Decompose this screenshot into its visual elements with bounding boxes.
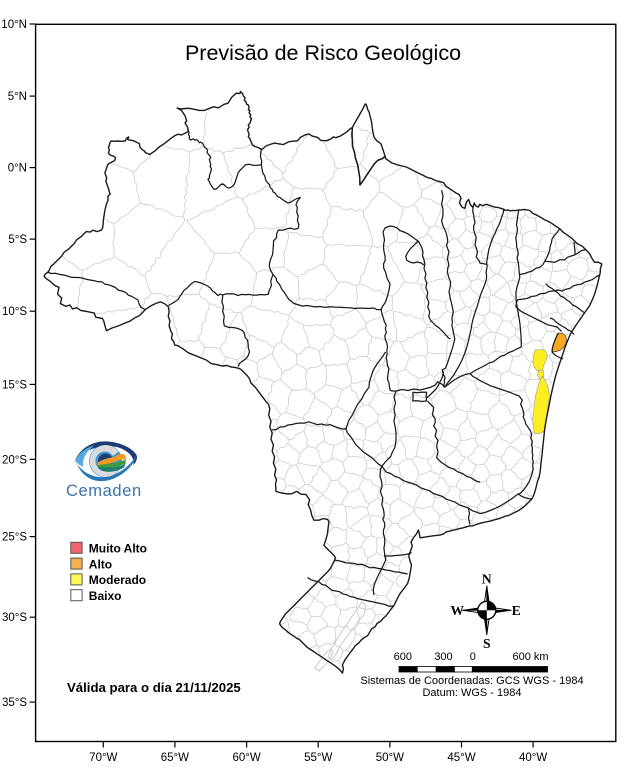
svg-text:600: 600 bbox=[394, 651, 412, 663]
svg-text:Alto: Alto bbox=[89, 557, 112, 571]
svg-text:W: W bbox=[451, 603, 465, 618]
svg-text:10°S: 10°S bbox=[2, 306, 27, 318]
svg-text:55°W: 55°W bbox=[304, 752, 332, 764]
svg-text:20°S: 20°S bbox=[2, 454, 27, 466]
svg-text:Muito Alto: Muito Alto bbox=[89, 542, 147, 556]
svg-text:E: E bbox=[512, 603, 521, 618]
svg-text:0°N: 0°N bbox=[8, 163, 27, 175]
svg-text:70°W: 70°W bbox=[89, 752, 117, 764]
svg-text:Cemaden: Cemaden bbox=[66, 482, 142, 500]
svg-text:Moderado: Moderado bbox=[89, 573, 146, 587]
svg-text:S: S bbox=[483, 636, 491, 651]
svg-text:Válida para o dia 21/11/2025: Válida para o dia 21/11/2025 bbox=[67, 680, 241, 695]
svg-text:Datum: WGS - 1984: Datum: WGS - 1984 bbox=[422, 687, 521, 699]
svg-text:300: 300 bbox=[434, 651, 452, 663]
svg-text:10°N: 10°N bbox=[1, 19, 27, 31]
svg-text:5°S: 5°S bbox=[8, 234, 27, 246]
svg-text:600 km: 600 km bbox=[512, 651, 548, 663]
svg-text:35°S: 35°S bbox=[2, 697, 27, 709]
svg-text:15°S: 15°S bbox=[2, 379, 27, 391]
svg-text:Previsão de Risco Geológico: Previsão de Risco Geológico bbox=[185, 41, 461, 65]
svg-text:45°W: 45°W bbox=[447, 752, 475, 764]
svg-text:N: N bbox=[482, 571, 492, 586]
svg-text:5°N: 5°N bbox=[8, 91, 27, 103]
svg-text:Sistemas de Coordenadas: GCS W: Sistemas de Coordenadas: GCS WGS - 1984 bbox=[360, 675, 583, 687]
svg-text:65°W: 65°W bbox=[161, 752, 189, 764]
svg-text:25°S: 25°S bbox=[2, 532, 27, 544]
svg-text:50°W: 50°W bbox=[376, 752, 404, 764]
svg-text:40°W: 40°W bbox=[519, 752, 547, 764]
svg-text:Baixo: Baixo bbox=[89, 589, 122, 603]
svg-text:60°W: 60°W bbox=[232, 752, 260, 764]
svg-text:30°S: 30°S bbox=[2, 612, 27, 624]
svg-text:0: 0 bbox=[470, 651, 476, 663]
